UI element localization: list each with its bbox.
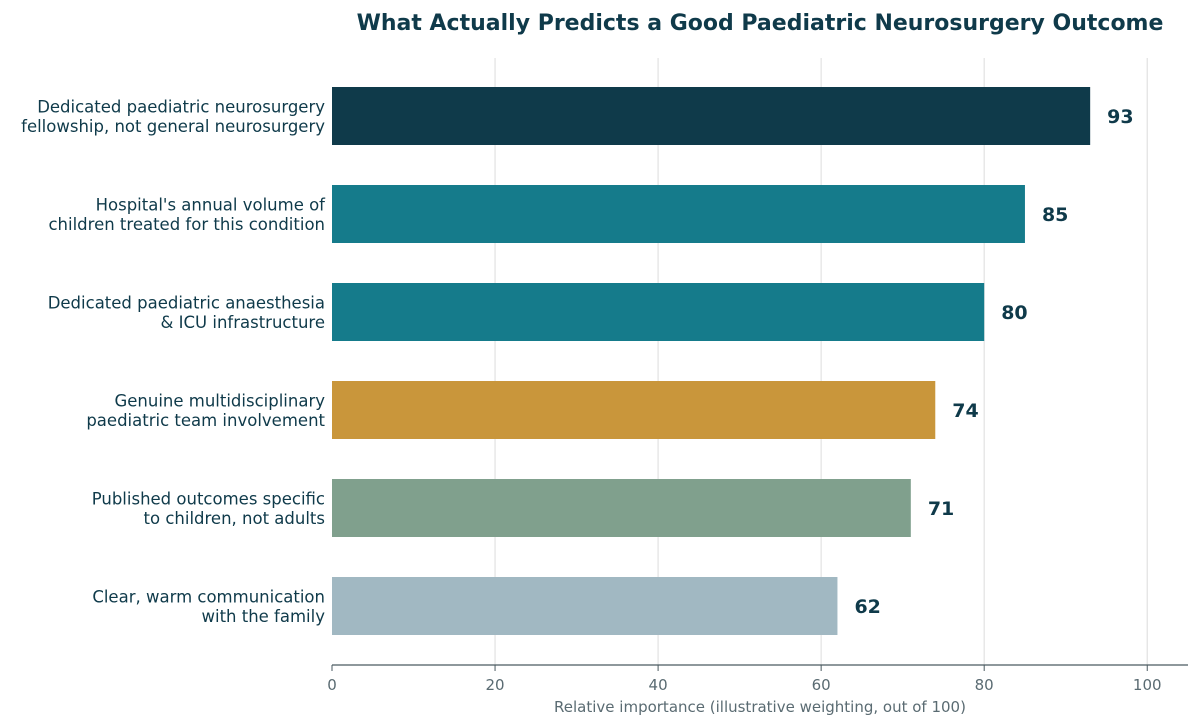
x-tick-label: 100	[1133, 676, 1162, 694]
category-label: Hospital's annual volume of	[96, 195, 327, 214]
bar-value-label: 93	[1107, 106, 1133, 128]
x-tick-label: 60	[812, 676, 831, 694]
bar	[332, 283, 985, 341]
bar-value-label: 80	[1001, 302, 1027, 324]
bar	[332, 577, 838, 635]
bar	[332, 87, 1091, 145]
bar	[332, 381, 936, 439]
grid	[494, 58, 1148, 665]
bar-value-label: 71	[928, 498, 954, 520]
bar	[332, 479, 911, 537]
bar-value-label: 85	[1042, 204, 1068, 226]
category-label: paediatric team involvement	[86, 411, 325, 430]
chart-title: What Actually Predicts a Good Paediatric…	[357, 11, 1164, 36]
category-label: with the family	[201, 607, 325, 626]
category-label: to children, not adults	[144, 509, 325, 528]
x-tick-label: 80	[975, 676, 994, 694]
category-label: children treated for this condition	[48, 215, 325, 234]
x-axis-label: Relative importance (illustrative weight…	[554, 698, 966, 716]
bar-value-label: 62	[854, 596, 880, 618]
bars	[332, 87, 1091, 635]
category-label: & ICU infrastructure	[161, 313, 325, 332]
value-labels: 93 85 80 74 71 62	[854, 106, 1133, 618]
x-tick-label: 0	[327, 676, 337, 694]
category-label: Dedicated paediatric neurosurgery	[37, 97, 325, 116]
category-label: Clear, warm communication	[92, 587, 325, 606]
bar	[332, 185, 1025, 243]
category-label: Dedicated paediatric anaesthesia	[48, 293, 325, 312]
category-label: Genuine multidisciplinary	[114, 391, 325, 410]
x-tick-label: 40	[649, 676, 668, 694]
bar-value-label: 74	[952, 400, 978, 422]
x-axis-ticks: 0 20 40 60 80 100	[327, 665, 1162, 694]
category-labels: Dedicated paediatric neurosurgeryfellows…	[21, 97, 326, 626]
category-label: fellowship, not general neurosurgery	[21, 117, 325, 136]
x-tick-label: 20	[486, 676, 505, 694]
category-label: Published outcomes specific	[92, 489, 325, 508]
